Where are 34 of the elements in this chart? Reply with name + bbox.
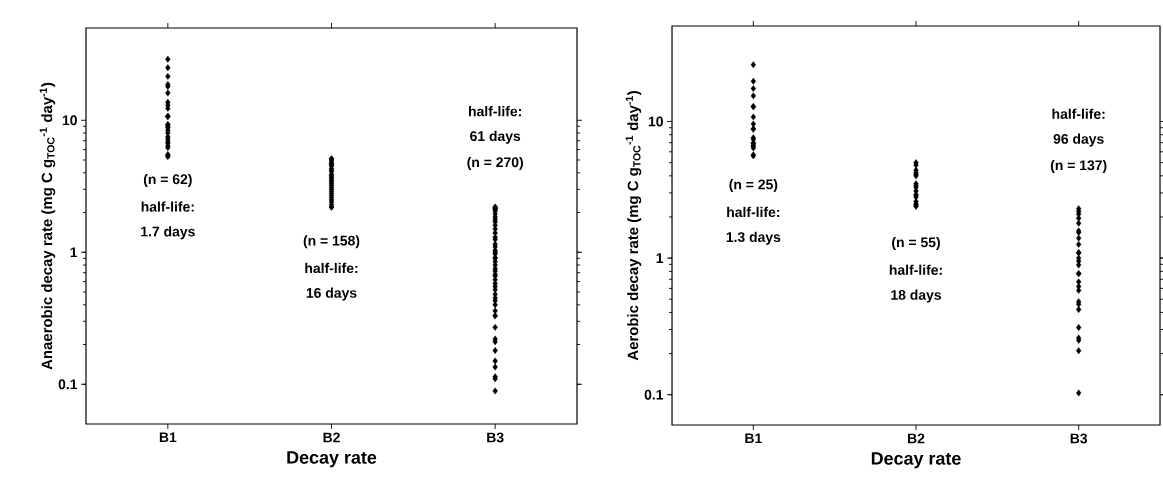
x-axis-title: Decay rate (287, 451, 377, 468)
annotation: half-life: (889, 264, 942, 275)
y-tick-label: 10 (648, 116, 663, 127)
y-axis-title: Anaerobic decay rate (mg C g$_{TOC}$$^{-1}$ day$^{-1}$) (39, 82, 56, 370)
annotation: (n = 158) (303, 235, 360, 249)
y-tick-label: 0.1 (644, 389, 664, 400)
annotation: half-life: (141, 201, 194, 212)
annotation: (n = 137) (1050, 159, 1107, 173)
annotation: half-life: (727, 206, 780, 218)
annotation: half-life: (305, 262, 358, 274)
x-tick-label: B2 (323, 432, 340, 443)
annotation: (n = 55) (892, 236, 940, 250)
annotation: 96 days (1053, 133, 1104, 147)
annotation: (n = 25) (729, 179, 778, 193)
y-axis-title: Aerobic decay rate (mg C g$_{TOC}$$^{-1}$ day$^{-1}$) (625, 91, 642, 361)
x-tick-label: B2 (908, 433, 925, 444)
annotation: (n = 270) (467, 156, 523, 170)
x-tick-label: B3 (1070, 433, 1088, 444)
annotation: 18 days (891, 289, 942, 303)
annotation: 1.3 days (726, 231, 781, 245)
x-axis-title: Decay rate (871, 452, 961, 469)
annotation: (n = 62) (143, 173, 192, 187)
annotation: 16 days (306, 287, 357, 301)
x-tick-label: B1 (159, 432, 177, 443)
annotation: half-life: (1052, 108, 1105, 119)
y-tick-label: 1 (70, 247, 78, 258)
y-tick-label: 0.1 (58, 379, 78, 390)
y-tick-label: 10 (62, 115, 77, 126)
annotation: half-life: (469, 106, 521, 117)
x-tick-label: B3 (487, 432, 504, 443)
annotation: 61 days (470, 130, 521, 144)
x-tick-label: B1 (745, 433, 762, 444)
y-tick-label: 1 (656, 253, 664, 263)
annotation: 1.7 days (141, 226, 195, 240)
